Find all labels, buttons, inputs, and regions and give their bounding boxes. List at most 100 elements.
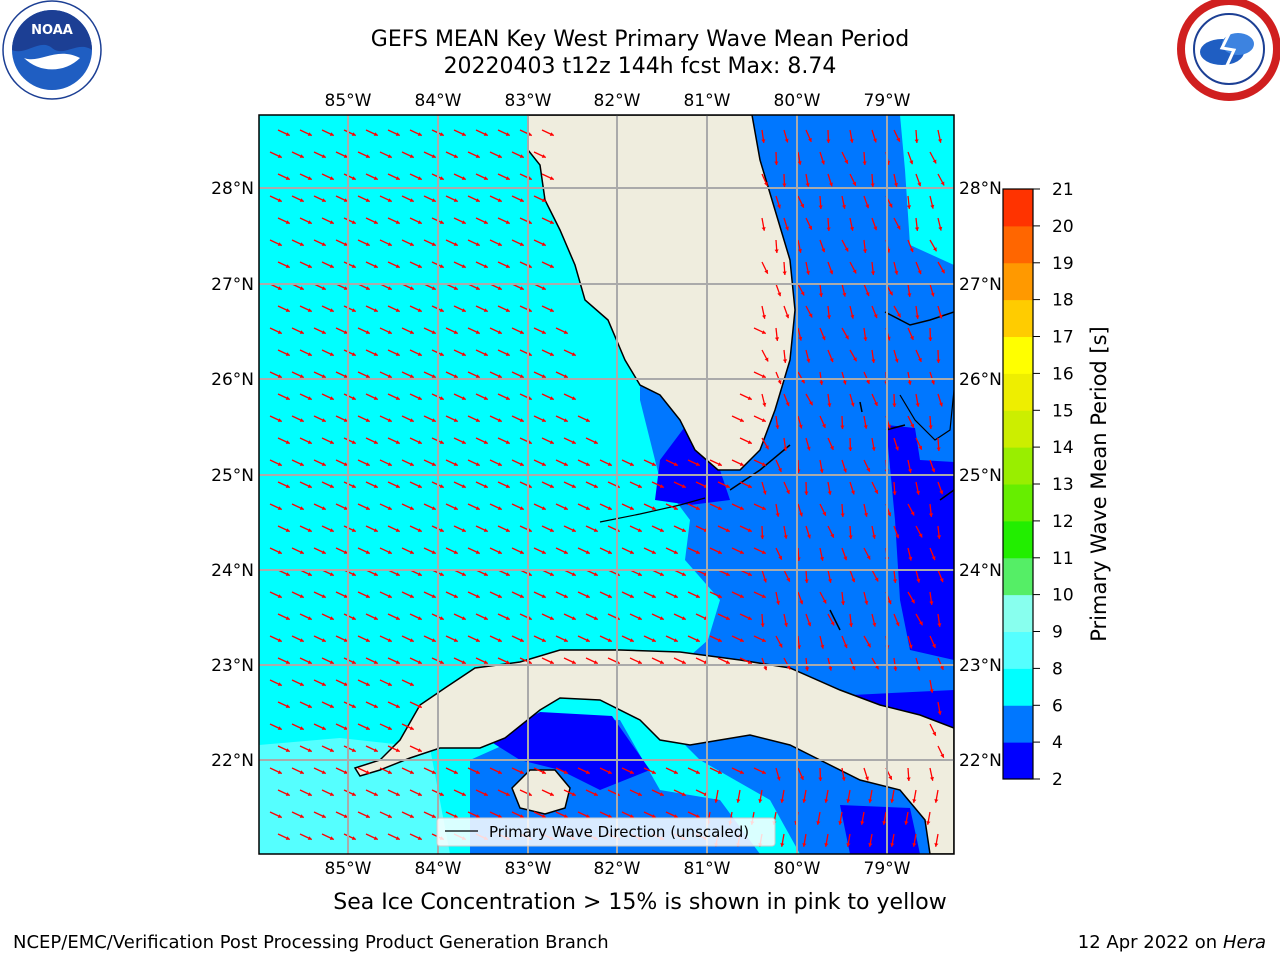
wave-arrowhead xyxy=(439,660,444,664)
wave-arrowhead xyxy=(519,550,524,554)
wave-arrowhead xyxy=(725,528,730,532)
wave-arrowhead xyxy=(431,770,436,774)
wave-arrowhead xyxy=(365,330,370,334)
wave-arrowhead xyxy=(475,462,480,466)
wave-arrowhead xyxy=(505,572,510,576)
wave-arrowhead xyxy=(607,462,612,466)
wave-arrowhead xyxy=(822,599,827,604)
wave-arrowhead xyxy=(343,374,348,378)
wave-arrowhead xyxy=(739,462,744,466)
wave-arrowhead xyxy=(417,616,422,620)
wave-arrowhead xyxy=(409,726,414,730)
wave-arrowhead xyxy=(549,792,554,796)
wave-arrowhead xyxy=(840,601,846,605)
wave-arrowhead xyxy=(761,330,766,334)
wave-arrowhead xyxy=(829,358,834,363)
wave-arrowhead xyxy=(865,204,870,209)
colorbar-tick-label: 18 xyxy=(1052,291,1074,311)
colorbar-segment xyxy=(1003,225,1033,264)
wave-arrowhead xyxy=(786,489,790,494)
wave-arrowhead xyxy=(930,204,935,209)
wave-arrowhead xyxy=(307,528,312,532)
wave-arrowhead xyxy=(804,667,810,671)
wave-arrowhead xyxy=(409,286,414,290)
wave-arrowhead xyxy=(938,138,942,143)
wave-arrowhead xyxy=(651,462,656,466)
wave-arrowhead xyxy=(695,770,700,774)
wave-arrowhead xyxy=(673,638,678,642)
wave-arrowhead xyxy=(299,418,304,422)
wave-arrowhead xyxy=(541,638,546,642)
lat-labels: 28°N 27°N 26°N 25°N 24°N 23°N 22°N 28°N … xyxy=(211,179,1002,771)
noaa-logo-text: NOAA xyxy=(31,23,73,38)
wave-arrowhead xyxy=(395,308,400,312)
wave-arrowhead xyxy=(821,336,826,341)
wave-arrowhead xyxy=(417,748,422,752)
wave-arrowhead xyxy=(870,183,875,187)
colorbar-segment xyxy=(1003,447,1033,485)
wave-arrowhead xyxy=(395,572,400,576)
wave-arrowhead xyxy=(799,600,804,605)
wave-arrowhead xyxy=(830,621,835,626)
wave-arrowhead xyxy=(387,462,392,466)
wave-arrowhead xyxy=(277,594,282,598)
wave-arrowhead xyxy=(853,357,857,362)
colorbar-tick-label: 19 xyxy=(1052,254,1074,274)
wave-arrowhead xyxy=(417,528,422,532)
wave-arrowhead xyxy=(417,352,422,356)
wave-arrowhead xyxy=(505,264,510,268)
wave-arrowhead xyxy=(928,513,934,517)
wave-arrowhead xyxy=(866,467,870,472)
wave-arrowhead xyxy=(453,198,458,202)
wave-arrowhead xyxy=(714,799,719,803)
wave-arrowhead xyxy=(285,484,290,488)
wave-arrowhead xyxy=(475,374,480,378)
wave-arrowhead xyxy=(806,446,811,451)
wave-arrowhead xyxy=(549,220,554,224)
lon-label-bottom: 80°W xyxy=(774,859,821,879)
wave-arrowhead xyxy=(395,704,400,708)
wave-arrowhead xyxy=(475,286,480,290)
wave-arrowhead xyxy=(842,292,847,297)
wave-arrowhead xyxy=(439,132,444,136)
wave-arrowhead xyxy=(387,242,392,246)
wave-arrowhead xyxy=(483,308,488,312)
wave-arrowhead xyxy=(387,374,392,378)
wave-arrowhead xyxy=(717,506,722,510)
wave-arrowhead xyxy=(585,814,590,818)
wave-arrowhead xyxy=(850,226,854,231)
wave-arrowhead xyxy=(351,352,356,356)
wave-arrowhead xyxy=(329,132,334,136)
wave-arrowhead xyxy=(934,799,939,803)
wave-arrowhead xyxy=(285,264,290,268)
wave-arrowhead xyxy=(395,484,400,488)
wave-arrowhead xyxy=(863,425,868,429)
colorbar-ticks: 2 4 6 8 9 10 11 12 13 14 15 16 17 18 19 20 21 xyxy=(1033,180,1074,790)
wave-arrowhead xyxy=(409,374,414,378)
wave-arrowhead xyxy=(659,572,664,576)
wave-arrowhead xyxy=(829,182,833,187)
wave-arrowhead xyxy=(343,154,348,158)
colorbar-tick-label: 4 xyxy=(1052,733,1063,753)
wave-arrowhead xyxy=(844,159,848,164)
wave-arrowhead xyxy=(804,491,809,495)
wave-arrowhead xyxy=(321,682,326,686)
wave-arrowhead xyxy=(909,160,914,165)
wave-arrowhead xyxy=(868,799,873,803)
wave-direction-arrows xyxy=(269,129,946,847)
wave-arrowhead xyxy=(637,572,642,576)
wave-arrowhead xyxy=(673,770,678,774)
wave-arrowhead xyxy=(808,225,812,230)
wave-arrowhead xyxy=(351,572,356,576)
wave-arrowhead xyxy=(351,704,356,708)
wave-arrowhead xyxy=(871,447,876,451)
wave-arrowhead xyxy=(321,330,326,334)
wave-arrowhead xyxy=(373,572,378,576)
lon-label-bottom: 81°W xyxy=(684,859,731,879)
wave-arrowhead xyxy=(461,528,466,532)
wave-arrowhead xyxy=(365,242,370,246)
wave-arrowhead xyxy=(873,314,878,319)
wave-arrowhead xyxy=(870,271,876,275)
wave-arrowhead xyxy=(717,638,722,642)
wave-arrowhead xyxy=(351,528,356,532)
